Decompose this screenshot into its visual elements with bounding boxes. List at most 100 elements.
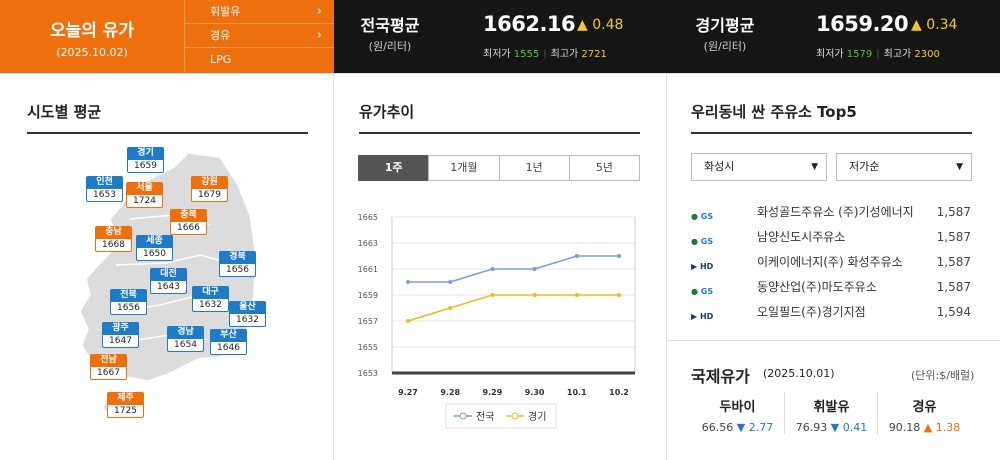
region-pin[interactable]: 충북 1666 xyxy=(170,209,207,235)
station-row[interactable]: ● GS 화성골드주유소 (주)기성에너지 1,587 xyxy=(691,200,971,224)
region-pin[interactable]: 제주 1725 xyxy=(107,392,144,418)
intl-name: 휘발유 xyxy=(813,400,850,415)
intl-price: 90.18 xyxy=(888,421,921,434)
legend-label: 전국 xyxy=(476,411,494,423)
y-tick-label: 1659 xyxy=(358,291,378,300)
region-pin[interactable]: 경북 1656 xyxy=(219,251,256,277)
down-triangle-icon: ▼ xyxy=(736,421,746,434)
region-pin[interactable]: 울산 1632 xyxy=(229,301,266,327)
region-name: 대전 xyxy=(150,268,187,281)
x-tick-label: 9.29 xyxy=(483,388,503,397)
national-unit: (원/리터) xyxy=(368,40,412,53)
data-point xyxy=(574,254,579,258)
region-name: 경북 xyxy=(219,251,256,264)
region-pin[interactable]: 세종 1650 xyxy=(136,235,173,261)
y-tick-label: 1663 xyxy=(358,239,378,248)
region-name: 강원 xyxy=(191,176,228,189)
intl-change: 2.77 xyxy=(748,421,774,434)
station-row[interactable]: ● GS 동양산업(주)마도주유소 1,587 xyxy=(691,275,971,299)
intl-title: 국제유가 xyxy=(691,367,750,386)
y-tick-label: 1665 xyxy=(358,213,378,222)
region-pin[interactable]: 충남 1668 xyxy=(95,226,132,252)
region-price: 1646 xyxy=(210,342,247,355)
series-line xyxy=(407,294,619,322)
divider xyxy=(877,392,878,434)
gyeonggi-label: 경기평균 xyxy=(695,16,755,35)
series-line xyxy=(408,255,619,283)
tab-1month[interactable]: 1개월 xyxy=(428,155,500,181)
data-point xyxy=(574,293,579,297)
station-name: 화성골드주유소 (주)기성에너지 xyxy=(757,205,914,219)
region-name: 부산 xyxy=(210,329,247,342)
divider xyxy=(667,340,1000,341)
intl-price: 66.56 xyxy=(701,421,734,434)
region-pin[interactable]: 경기 1659 xyxy=(127,147,164,173)
region-pin[interactable]: 대전 1643 xyxy=(150,268,187,294)
region-pin[interactable]: 강원 1679 xyxy=(191,176,228,202)
region-price: 1643 xyxy=(150,281,187,294)
tab-1year[interactable]: 1년 xyxy=(498,155,570,181)
chevron-right-icon: › xyxy=(316,4,322,19)
down-triangle-icon: ▼ xyxy=(830,421,840,434)
station-price: 1,587 xyxy=(936,205,971,219)
dropdown-caret-icon: ▼ xyxy=(811,162,818,172)
data-point xyxy=(617,254,621,258)
intl-name: 경유 xyxy=(912,400,937,415)
national-minmax: 최저가 1555 | 최고가 2721 xyxy=(483,49,607,60)
station-row[interactable]: ▶ HD 이케이에너지(주) 화성주유소 1,587 xyxy=(691,250,971,274)
intl-date: (2025.10.01) xyxy=(763,367,835,380)
region-price: 1724 xyxy=(126,195,163,208)
x-tick-label: 9.28 xyxy=(440,388,460,397)
station-price: 1,594 xyxy=(936,305,971,319)
region-name: 서울 xyxy=(126,182,163,195)
hd-hyundai-logo: ▶ HD xyxy=(691,312,714,321)
region-pin[interactable]: 서울 1724 xyxy=(126,182,163,208)
national-change: ▲ 0.48 xyxy=(577,17,624,33)
tab-5year[interactable]: 5년 xyxy=(568,155,640,181)
intl-change: 0.41 xyxy=(842,421,868,434)
national-average: 전국평균 (원/리터) 1662.16 ▲ 0.48 최저가 1555 | 최고가 … xyxy=(350,0,660,73)
x-tick-label: 10.2 xyxy=(609,388,629,397)
divider xyxy=(333,74,334,460)
hd-hyundai-logo: ▶ HD xyxy=(691,262,714,271)
data-point xyxy=(448,280,453,284)
region-pin[interactable]: 부산 1646 xyxy=(210,329,247,355)
trend-chart: 1653 1655 1657 1659 1661 1663 1665 9.27 9.28 9.29… xyxy=(358,213,636,429)
intl-item: 두바이 66.56 ▼ 2.77 xyxy=(691,396,784,434)
region-pin[interactable]: 광주 1647 xyxy=(102,322,139,348)
today-date: (2025.10.02) xyxy=(56,46,128,59)
intl-change: 1.38 xyxy=(935,421,961,434)
legend-label: 경기 xyxy=(528,410,546,423)
region-pin[interactable]: 경남 1654 xyxy=(167,326,204,352)
gs-caltex-logo: ● GS xyxy=(691,237,714,246)
national-price: 1662.16 xyxy=(483,12,576,36)
station-row[interactable]: ● GS 남양신도시주유소 1,587 xyxy=(691,225,971,249)
region-price: 1632 xyxy=(192,299,229,312)
station-name: 오일필드(주)경기지점 xyxy=(757,305,866,319)
region-pin[interactable]: 대구 1632 xyxy=(192,286,229,312)
region-pin[interactable]: 인천 1653 xyxy=(86,176,123,202)
region-name: 제주 xyxy=(107,392,144,405)
divider xyxy=(784,392,785,434)
tab-diesel[interactable]: 경유 › xyxy=(184,24,334,48)
station-price: 1,587 xyxy=(936,255,971,269)
regional-title: 시도별 평균 xyxy=(27,103,102,121)
region-name: 경남 xyxy=(167,326,204,339)
data-point xyxy=(532,293,537,297)
tab-lpg[interactable]: LPG xyxy=(184,48,334,72)
y-tick-label: 1655 xyxy=(358,343,378,352)
gs-caltex-logo: ● GS xyxy=(691,212,714,221)
gyeonggi-unit: (원/리터) xyxy=(703,40,747,53)
station-price: 1,587 xyxy=(936,280,971,294)
region-pin[interactable]: 전북 1656 xyxy=(110,289,147,315)
region-price: 1647 xyxy=(102,335,139,348)
tab-gasoline[interactable]: 휘발유 › xyxy=(184,0,334,24)
region-pin[interactable]: 전남 1667 xyxy=(90,354,127,380)
tab-1week[interactable]: 1주 xyxy=(358,155,430,181)
station-row[interactable]: ▶ HD 오일필드(주)경기지점 1,594 xyxy=(691,300,971,324)
sort-select[interactable]: 저가순 ▼ xyxy=(836,153,972,181)
section-rule xyxy=(27,132,308,134)
region-select[interactable]: 화성시 ▼ xyxy=(691,153,827,181)
station-name: 이케이에너지(주) 화성주유소 xyxy=(757,255,903,269)
y-tick-label: 1657 xyxy=(358,317,378,326)
